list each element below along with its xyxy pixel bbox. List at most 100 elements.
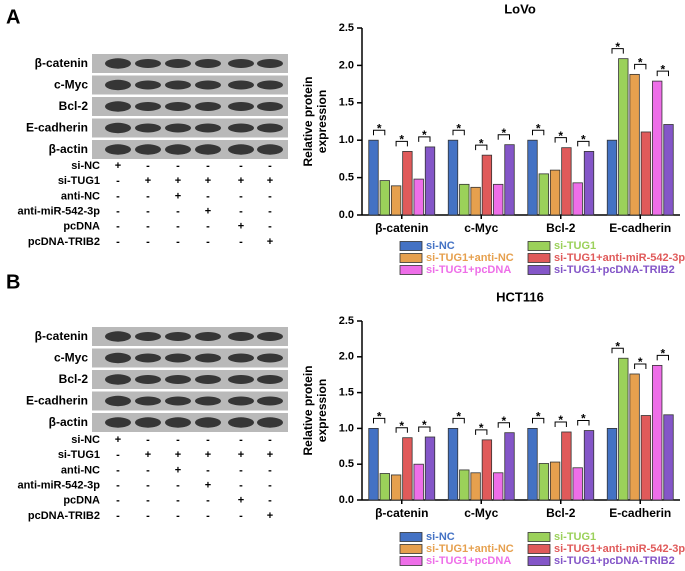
y-tick-label: 1.5 <box>339 97 354 109</box>
significance-label: * <box>615 40 620 54</box>
blot-label: β-actin <box>49 415 88 429</box>
condition-mark: - <box>239 236 243 248</box>
condition-mark: + <box>205 480 211 492</box>
blot-label: β-actin <box>49 142 88 156</box>
condition-mark: - <box>268 480 272 492</box>
blot-band <box>257 144 283 155</box>
blot-band <box>228 123 254 133</box>
bar <box>493 183 504 216</box>
significance-bracket <box>373 129 386 136</box>
condition-mark: - <box>176 221 180 233</box>
condition-label: si-TUG1 <box>58 175 100 187</box>
condition-mark: + <box>175 464 181 476</box>
blot-band <box>165 123 191 133</box>
bar <box>413 463 424 501</box>
condition-mark: - <box>116 190 120 202</box>
blot-label: β-catenin <box>35 329 88 343</box>
blot-label: E-cadherin <box>26 121 88 135</box>
blot-label: E-cadherin <box>26 394 88 408</box>
bar <box>640 415 652 501</box>
blot-band <box>135 396 161 406</box>
bar <box>572 182 583 216</box>
bar <box>583 151 595 216</box>
bar <box>493 472 504 501</box>
legend-label: si-TUG1+anti-NC <box>426 252 514 264</box>
condition-mark: - <box>239 190 243 202</box>
significance-label: * <box>661 347 666 361</box>
legend-label: si-TUG1+pcDNA <box>426 264 511 276</box>
condition-mark: - <box>268 464 272 476</box>
blot-band <box>228 332 254 341</box>
significance-label: * <box>615 339 620 353</box>
condition-mark: - <box>116 510 120 522</box>
condition-label: si-TUG1 <box>58 449 100 461</box>
y-axis-label-line: expression <box>315 90 329 153</box>
condition-mark: + <box>175 449 181 461</box>
condition-label: pcDNA <box>63 495 100 507</box>
y-axis-label-line: Relative protein <box>301 365 315 455</box>
significance-label: * <box>502 414 507 428</box>
blot-label: c-Myc <box>54 78 88 92</box>
significance-bracket <box>554 137 567 143</box>
condition-mark: - <box>146 236 150 248</box>
condition-mark: - <box>176 434 180 446</box>
legend-label: si-NC <box>426 531 455 543</box>
condition-mark: - <box>206 160 210 172</box>
chart-title: HCT116 <box>496 289 544 304</box>
bar <box>549 169 561 216</box>
bar <box>652 364 663 501</box>
blot-band <box>257 80 283 90</box>
blot-label: β-catenin <box>35 56 88 70</box>
bar <box>368 427 379 501</box>
significance-label: * <box>536 121 541 135</box>
legend-swatch <box>399 241 423 251</box>
bar <box>504 144 515 216</box>
blot-band <box>257 417 283 428</box>
bar <box>481 439 493 501</box>
blot-band <box>135 144 161 155</box>
bar <box>459 183 470 216</box>
legend-swatch <box>527 253 551 263</box>
blot-band <box>105 122 131 134</box>
condition-mark: - <box>239 464 243 476</box>
significance-bracket <box>611 48 624 54</box>
legend-label: si-TUG1+anti-NC <box>426 543 514 555</box>
blot-band <box>135 80 161 90</box>
condition-mark: - <box>116 175 120 187</box>
condition-mark: - <box>206 236 210 248</box>
condition-mark: + <box>238 221 244 233</box>
condition-mark: - <box>268 190 272 202</box>
y-axis-label-line: expression <box>315 379 329 442</box>
significance-label: * <box>581 412 586 426</box>
y-tick-label: 1.0 <box>339 134 354 146</box>
blot-band <box>228 144 254 155</box>
blot-band <box>135 332 161 341</box>
blot-band <box>195 144 221 155</box>
bar <box>527 139 538 216</box>
condition-mark: - <box>116 206 120 218</box>
bar <box>618 58 629 216</box>
condition-mark: - <box>239 510 243 522</box>
condition-mark: + <box>175 190 181 202</box>
blot-band <box>228 353 254 363</box>
blot-band <box>228 396 254 406</box>
bar <box>538 173 549 216</box>
bar <box>538 463 549 501</box>
bar <box>629 73 640 216</box>
bar <box>629 373 640 501</box>
significance-bracket <box>418 136 431 142</box>
condition-mark: + <box>267 175 273 187</box>
condition-mark: - <box>206 434 210 446</box>
x-tick-label: Bcl-2 <box>546 221 576 235</box>
condition-mark: - <box>206 495 210 507</box>
bar <box>640 131 652 216</box>
legend-label: si-TUG1+pcDNA-TRIB2 <box>554 555 675 566</box>
blot-band <box>195 102 221 111</box>
condition-label: pcDNA-TRIB2 <box>28 510 100 522</box>
y-tick-label: 2.5 <box>339 315 354 327</box>
significance-label: * <box>502 126 507 140</box>
condition-mark: + <box>238 495 244 507</box>
y-axis-label: Relative proteinexpression <box>301 76 329 166</box>
legend-swatch <box>399 253 423 263</box>
